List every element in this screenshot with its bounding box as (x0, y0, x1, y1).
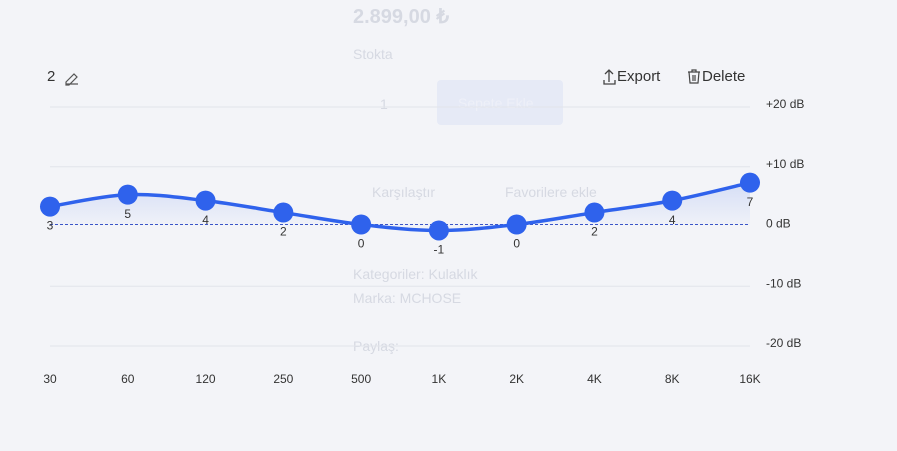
eq-band-point[interactable] (40, 196, 60, 217)
x-tick-label: 500 (351, 372, 371, 386)
x-tick-label: 1K (432, 372, 447, 386)
delete-button[interactable]: Delete (702, 68, 745, 85)
x-tick-label: 4K (587, 372, 602, 386)
value-label: 2 (591, 225, 598, 239)
edit-icon[interactable] (65, 73, 78, 86)
x-tick-label: 60 (121, 372, 135, 386)
eq-band-point[interactable] (273, 202, 294, 223)
value-label: -1 (434, 243, 445, 257)
eq-band-point[interactable] (351, 214, 372, 235)
value-label: 5 (124, 207, 131, 221)
export-icon[interactable] (603, 69, 616, 85)
y-tick-label: 0 dB (766, 217, 791, 231)
x-tick-label: 250 (273, 372, 293, 386)
eq-band-point[interactable] (506, 214, 527, 235)
y-tick-label: -10 dB (766, 276, 801, 290)
x-tick-label: 120 (196, 372, 216, 386)
delete-icon[interactable] (688, 69, 700, 84)
x-tick-label: 16K (739, 372, 760, 386)
favorite[interactable]: Favorilere ekle (505, 184, 597, 200)
eq-band-point[interactable] (740, 172, 760, 193)
category: Kategoriler: Kulaklık (353, 266, 478, 282)
y-tick-label: +10 dB (766, 157, 804, 171)
preset-name: 2 (47, 68, 55, 85)
x-tick-label: 30 (43, 372, 57, 386)
eq-band-point[interactable] (195, 190, 216, 211)
brand: Marka: MCHOSE (353, 290, 462, 306)
y-tick-label: +20 dB (766, 97, 804, 111)
value-label: 4 (202, 213, 209, 227)
x-tick-label: 2K (509, 372, 524, 386)
price: 2.899,00 ₺ (353, 6, 450, 28)
compare[interactable]: Karşılaştır (372, 184, 436, 200)
eq-band-point[interactable] (428, 220, 449, 241)
x-tick-label: 8K (665, 372, 680, 386)
value-label: 7 (747, 195, 754, 209)
eq-band-point[interactable] (117, 184, 138, 205)
export-button[interactable]: Export (617, 68, 661, 85)
value-label: 2 (280, 225, 287, 239)
y-tick-label: -20 dB (766, 336, 801, 350)
value-label: 0 (358, 237, 365, 251)
quantity: 1 (380, 96, 388, 112)
eq-area (50, 182, 750, 231)
value-label: 3 (47, 219, 54, 233)
value-label: 0 (513, 237, 520, 251)
eq-band-point[interactable] (584, 202, 605, 223)
value-label: 4 (669, 213, 676, 227)
eq-band-point[interactable] (662, 190, 683, 211)
stock: Stokta (353, 46, 393, 62)
cart-button[interactable] (437, 80, 563, 125)
eq-line (49, 180, 751, 233)
